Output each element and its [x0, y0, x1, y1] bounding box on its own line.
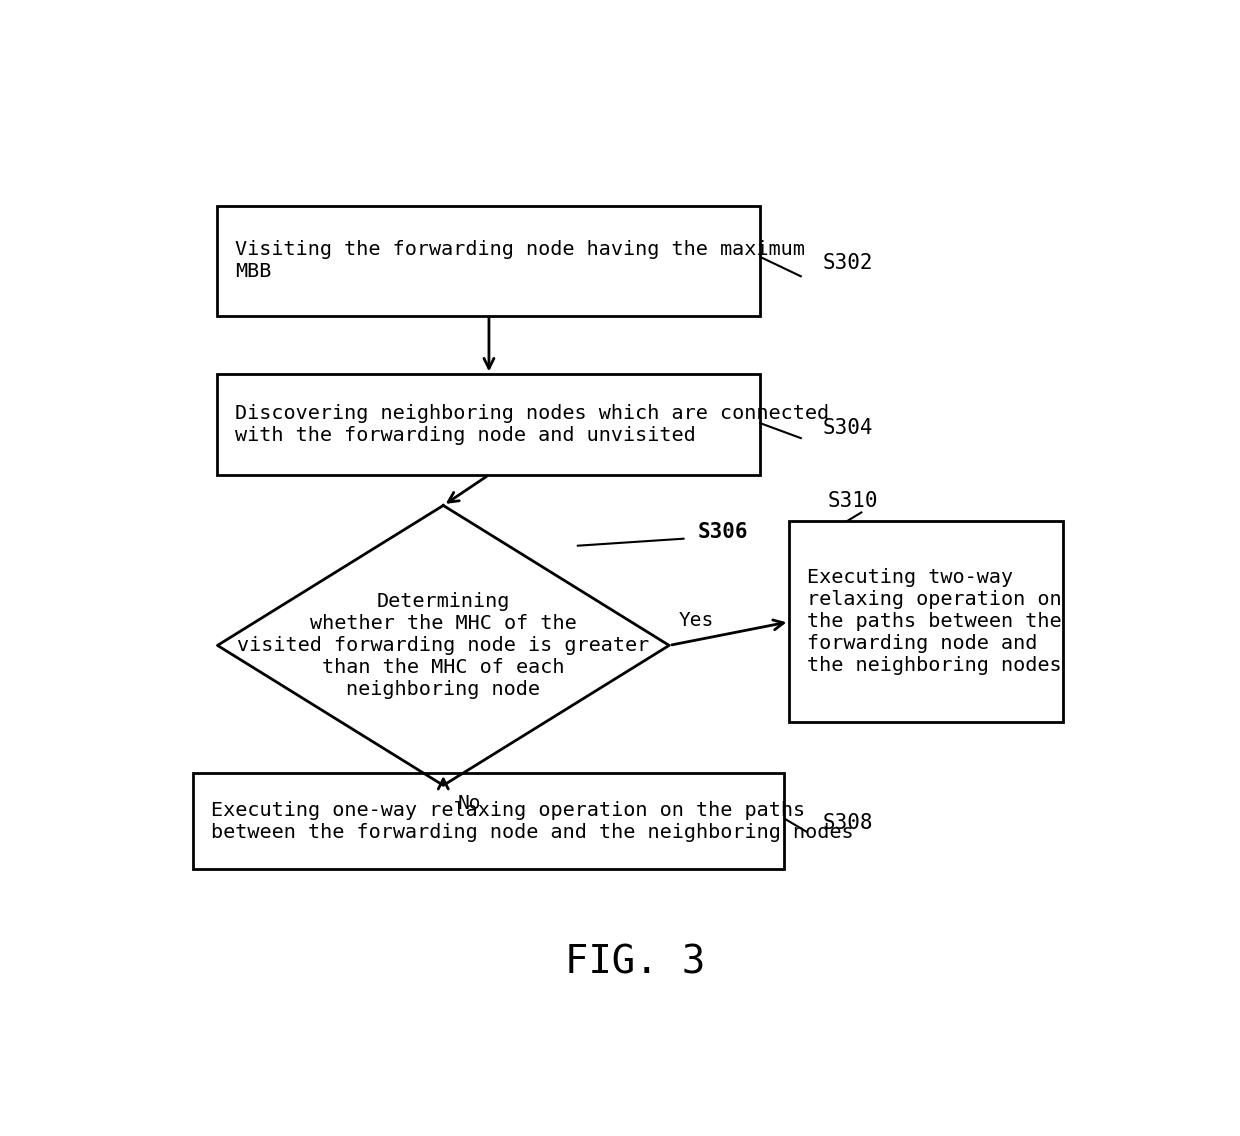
Text: Yes: Yes [678, 611, 714, 629]
Bar [217, 374, 760, 475]
Text: Determining
whether the MHC of the
visited forwarding node is greater
than the M: Determining whether the MHC of the visit… [237, 592, 650, 699]
Text: Visiting the forwarding node having the maximum
MBB: Visiting the forwarding node having the … [234, 241, 805, 282]
Bar [789, 521, 1063, 722]
Text: S310: S310 [828, 491, 878, 511]
Bar [217, 207, 760, 316]
Text: Executing two-way
relaxing operation on
the paths between the
forwarding node an: Executing two-way relaxing operation on … [806, 568, 1061, 675]
Text: S308: S308 [823, 813, 873, 833]
Text: S306: S306 [698, 521, 749, 542]
Text: Executing one-way relaxing operation on the paths
between the forwarding node an: Executing one-way relaxing operation on … [211, 801, 853, 842]
Bar [193, 774, 785, 869]
Text: Discovering neighboring nodes which are connected
with the forwarding node and u: Discovering neighboring nodes which are … [234, 404, 828, 445]
Text: No: No [458, 794, 481, 813]
Text: S304: S304 [823, 418, 873, 437]
Text: FIG. 3: FIG. 3 [565, 944, 706, 982]
Text: S302: S302 [823, 253, 873, 273]
Polygon shape [217, 506, 670, 785]
